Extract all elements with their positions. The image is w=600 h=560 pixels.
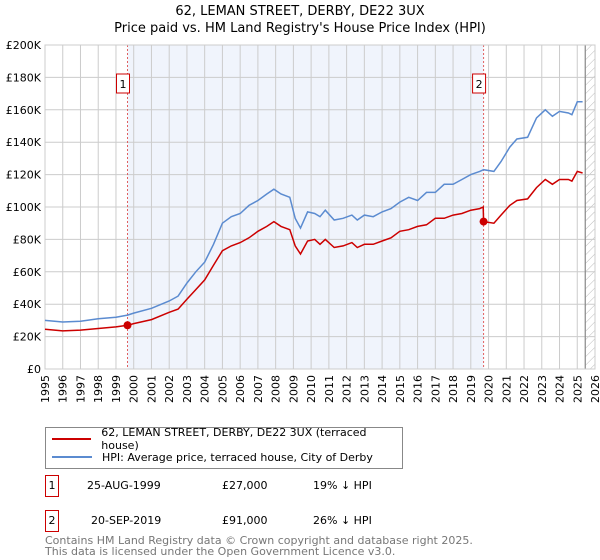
price-paid-line — [44, 170, 583, 332]
x-tick-label: 2017 — [429, 375, 442, 403]
hpi-line — [44, 100, 583, 323]
x-tick-label: 1998 — [92, 375, 105, 403]
y-tick-label: £60K — [13, 266, 42, 279]
x-tick-label: 2006 — [234, 375, 247, 403]
transaction-badge: 1 — [45, 475, 59, 497]
legend-swatch-red — [52, 438, 92, 440]
x-tick-label: 1997 — [74, 375, 87, 403]
price-chart: 1 2 1995 1996 1997 1998 1999 2000 2001 2002 2003 20… — [6, 39, 600, 403]
x-tick-label: 2014 — [376, 375, 389, 403]
x-tick-label: 2004 — [199, 375, 212, 403]
transaction-price: £27,000 — [222, 479, 268, 492]
transaction-hpi: 26% ↓ HPI — [313, 514, 372, 527]
sale-point — [479, 217, 488, 226]
y-tick-label: £160K — [6, 104, 42, 117]
plot-border — [44, 44, 596, 370]
sale-badge-label: 1 — [120, 78, 127, 91]
y-tick-label: £200K — [6, 39, 42, 52]
x-tick-label: 2007 — [252, 375, 265, 403]
x-tick-label: 2010 — [305, 375, 318, 403]
x-tick-label: 2002 — [163, 375, 176, 403]
y-tick-label: £180K — [6, 71, 42, 84]
y-tick-label: £120K — [6, 169, 42, 182]
y-tick-label: £40K — [13, 298, 42, 311]
y-tick-label: £100K — [6, 201, 42, 214]
x-tick-label: 2025 — [571, 375, 584, 403]
x-tick-label: 2000 — [128, 375, 141, 403]
x-tick-label: 2003 — [181, 375, 194, 403]
x-tick-label: 2022 — [518, 375, 531, 403]
chart-subtitle: Price paid vs. HM Land Registry's House … — [114, 21, 486, 36]
x-tick-label: 2012 — [341, 375, 354, 403]
sale-badge — [472, 73, 487, 94]
x-tick-label: 2020 — [483, 375, 496, 403]
transaction-price: £91,000 — [222, 514, 268, 527]
x-tick-label: 2024 — [554, 375, 567, 403]
x-tick-label: 2021 — [500, 375, 513, 403]
legend-item-hpi: HPI: Average price, terraced house, City… — [52, 449, 373, 465]
legend-item-property: 62, LEMAN STREET, DERBY, DE22 3UX (terra… — [52, 426, 402, 452]
legend-swatch-blue — [52, 456, 92, 458]
x-tick-label: 2018 — [447, 375, 460, 403]
legend-label: 62, LEMAN STREET, DERBY, DE22 3UX (terra… — [101, 426, 367, 452]
transaction-badge: 2 — [45, 510, 59, 532]
legend-label: HPI: Average price, terraced house, City… — [102, 450, 373, 464]
y-tick-label: £20K — [13, 331, 42, 344]
x-tick-label: 1995 — [39, 375, 52, 403]
x-tick-label: 2026 — [589, 375, 600, 403]
x-tick-label: 2016 — [412, 375, 425, 403]
x-tick-label: 2005 — [216, 375, 229, 403]
x-tick-label: 2009 — [287, 375, 300, 403]
sale-badge — [116, 73, 130, 94]
x-tick-label: 2013 — [358, 375, 371, 403]
x-tick-label: 2001 — [145, 375, 158, 403]
y-tick-label: £80K — [13, 233, 42, 246]
footer-copyright: Contains HM Land Registry data © Crown c… — [45, 534, 473, 547]
x-tick-label: 2015 — [394, 375, 407, 403]
sale-badge-label: 2 — [476, 78, 483, 91]
x-tick-label: 1999 — [110, 375, 123, 403]
x-tick-label: 1996 — [57, 375, 70, 403]
sale-point — [123, 321, 132, 330]
y-tick-label: £0 — [27, 363, 41, 376]
y-tick-label: £140K — [6, 136, 42, 149]
x-tick-label: 2019 — [465, 375, 478, 403]
transaction-date: 20-SEP-2019 — [91, 514, 162, 527]
footer-licence: This data is licensed under the Open Gov… — [45, 545, 396, 558]
x-tick-label: 2008 — [270, 375, 283, 403]
legend: 62, LEMAN STREET, DERBY, DE22 3UX (terra… — [45, 426, 403, 469]
x-tick-label: 2023 — [536, 375, 549, 403]
transaction-hpi: 19% ↓ HPI — [313, 479, 372, 492]
chart-title: 62, LEMAN STREET, DERBY, DE22 3UX — [175, 4, 425, 19]
transaction-date: 25-AUG-1999 — [87, 479, 161, 492]
x-tick-label: 2011 — [323, 375, 336, 403]
